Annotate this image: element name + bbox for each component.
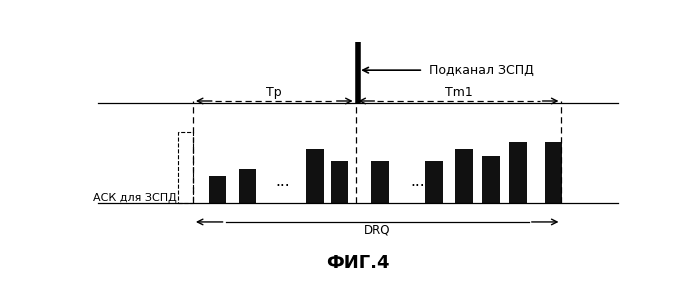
Text: Подканал ЗСПД: Подканал ЗСПД: [428, 64, 533, 77]
Bar: [426, 160, 442, 203]
Bar: [545, 142, 562, 203]
Text: Тm1: Тm1: [445, 86, 473, 99]
Text: ···: ···: [275, 179, 289, 194]
Bar: [371, 160, 389, 203]
Text: АСК для ЗСПД: АСК для ЗСПД: [93, 193, 177, 203]
Text: ФИГ.4: ФИГ.4: [326, 254, 390, 272]
Bar: [178, 132, 193, 203]
Text: ···: ···: [410, 179, 425, 194]
Bar: [238, 169, 256, 203]
Bar: [455, 149, 473, 203]
Bar: [510, 142, 527, 203]
Bar: [331, 160, 348, 203]
Text: Тр: Тр: [266, 86, 282, 99]
Bar: [306, 149, 324, 203]
Bar: [209, 176, 226, 203]
Bar: [482, 156, 500, 203]
Text: DRQ: DRQ: [364, 223, 391, 236]
